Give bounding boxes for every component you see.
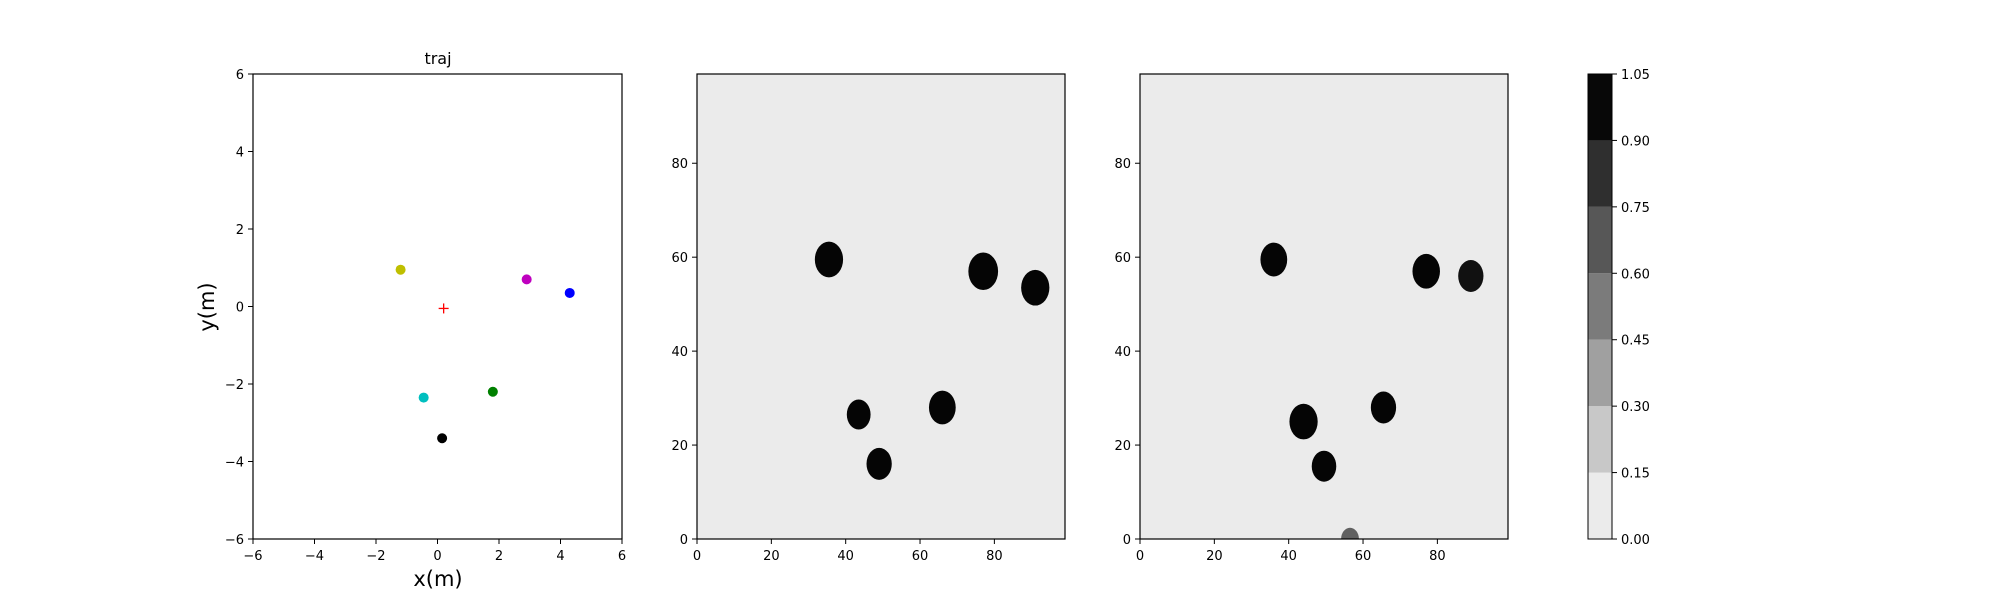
plot-frame — [252, 73, 623, 540]
y-tick-label: 80 — [1114, 157, 1131, 172]
occupancy-blob — [1370, 391, 1397, 424]
colorbar-tick-label: 0.60 — [1621, 267, 1650, 282]
y-tick-label: 2 — [236, 223, 244, 238]
x-axis-label: x(m) — [413, 567, 462, 591]
x-tick-label: 0 — [1136, 549, 1144, 564]
colorbar: 0.00 0.15 0.30 0.45 0.60 0.75 0.90 1.05 — [1587, 68, 1650, 548]
colorbar-tick-label: 0.30 — [1621, 400, 1650, 415]
y-tick-label: 4 — [236, 146, 244, 161]
x-tick-label: 40 — [1280, 549, 1297, 564]
agent-point — [564, 287, 575, 298]
x-tick-label: 6 — [618, 549, 626, 564]
y-tick-label: −2 — [225, 378, 244, 393]
x-tick-label: 60 — [1355, 549, 1372, 564]
y-tick-label: 20 — [671, 439, 688, 454]
x-tick-label: 20 — [763, 549, 780, 564]
x-tick-label: 80 — [1429, 549, 1446, 564]
y-tick-label: 60 — [671, 251, 688, 266]
x-tick-label: −6 — [243, 549, 262, 564]
plot-frame — [1139, 73, 1509, 540]
agent-point — [437, 433, 448, 444]
occupancy-blob — [1289, 403, 1318, 440]
colorbar-band — [1588, 339, 1612, 407]
origin-marker — [438, 303, 449, 314]
occupancy-blob — [814, 241, 844, 278]
y-tick-label: 80 — [671, 157, 688, 172]
y-tick-label: 6 — [236, 68, 244, 83]
heatmap-panel-1: 0 20 40 60 80 0 20 40 60 80 — [671, 73, 1066, 564]
colorbar-band — [1588, 74, 1612, 141]
agent-point — [521, 274, 532, 285]
occupancy-blob — [1311, 450, 1337, 482]
x-ticks: 0 20 40 60 80 — [693, 539, 1003, 564]
colorbar-tick-label: 0.00 — [1621, 533, 1650, 548]
heatmap-panel-2: 0 20 40 60 80 0 20 40 60 80 — [1114, 73, 1509, 564]
y-tick-label: 40 — [671, 345, 688, 360]
x-tick-label: 0 — [433, 549, 441, 564]
y-ticks: 0 20 40 60 80 — [1114, 157, 1140, 548]
plot-frame — [696, 73, 1066, 540]
y-tick-label: −6 — [225, 533, 244, 548]
occupancy-blob — [866, 447, 892, 480]
colorbar-tick-label: 0.15 — [1621, 467, 1650, 482]
colorbar-tick-label: 0.45 — [1621, 334, 1650, 349]
occupancy-blob — [846, 399, 871, 430]
agent-point — [395, 264, 406, 275]
y-tick-label: 60 — [1114, 251, 1131, 266]
occupancy-blob — [1412, 253, 1440, 289]
agent-point — [487, 386, 498, 397]
x-tick-label: 0 — [693, 549, 701, 564]
x-tick-label: −2 — [366, 549, 385, 564]
heatmap-blobs — [1260, 242, 1484, 539]
y-tick-label: 20 — [1114, 439, 1131, 454]
y-axis-label: y(m) — [195, 282, 219, 331]
colorbar-tick-label: 0.75 — [1621, 201, 1650, 216]
colorbar-ticks: 0.00 0.15 0.30 0.45 0.60 0.75 0.90 1.05 — [1612, 68, 1650, 548]
occupancy-blob — [1021, 269, 1050, 306]
x-ticks: −6 −4 −2 0 2 4 6 — [243, 539, 626, 564]
y-tick-label: −4 — [225, 456, 244, 471]
occupancy-blob — [1341, 527, 1359, 539]
x-tick-label: 60 — [912, 549, 929, 564]
x-tick-label: 2 — [495, 549, 503, 564]
colorbar-band — [1588, 406, 1612, 473]
y-ticks: 0 20 40 60 80 — [671, 157, 697, 548]
occupancy-blob — [1458, 260, 1484, 292]
colorbar-tick-label: 1.05 — [1621, 68, 1650, 83]
y-tick-label: 0 — [1123, 533, 1131, 548]
colorbar-tick-label: 0.90 — [1621, 134, 1650, 149]
colorbar-band — [1588, 206, 1612, 274]
y-tick-label: 40 — [1114, 345, 1131, 360]
colorbar-bands — [1588, 74, 1612, 539]
occupancy-blob — [968, 252, 999, 291]
y-tick-label: 0 — [680, 533, 688, 548]
colorbar-band — [1588, 140, 1612, 207]
occupancy-blob — [1260, 242, 1288, 277]
x-tick-label: 4 — [556, 549, 564, 564]
occupancy-blob — [928, 390, 956, 425]
chart-title: traj — [424, 49, 451, 68]
x-tick-label: 40 — [837, 549, 854, 564]
colorbar-band — [1588, 273, 1612, 340]
heatmap-blobs — [814, 241, 1050, 480]
x-ticks: 0 20 40 60 80 — [1136, 539, 1446, 564]
x-tick-label: −4 — [305, 549, 324, 564]
y-ticks: −6 −4 −2 0 2 4 6 — [225, 68, 253, 548]
traj-points — [395, 264, 575, 444]
colorbar-band — [1588, 472, 1612, 539]
x-tick-label: 80 — [986, 549, 1003, 564]
colorbar-frame — [1587, 73, 1613, 540]
traj-panel: traj −6 −4 −2 0 2 4 6 −6 −4 −2 0 2 4 6 x(m) y(m) — [195, 49, 626, 591]
x-tick-label: 20 — [1206, 549, 1223, 564]
agent-point — [418, 392, 429, 403]
y-tick-label: 0 — [236, 301, 244, 316]
